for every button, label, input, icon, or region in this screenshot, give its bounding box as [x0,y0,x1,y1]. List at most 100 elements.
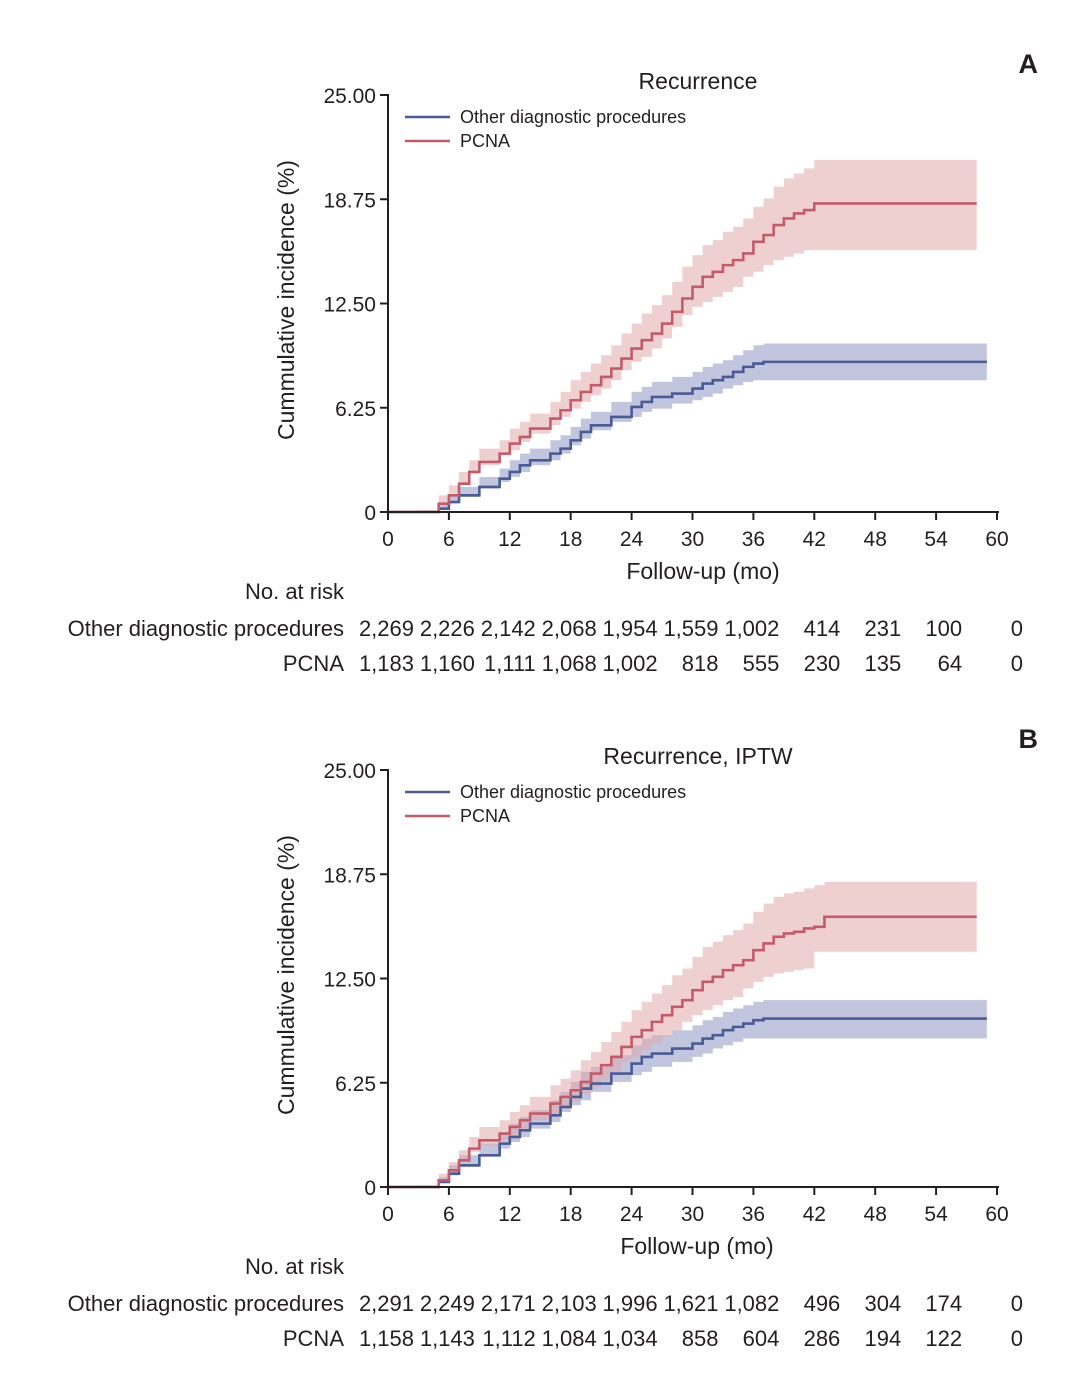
at-risk-value: 122 [925,1326,962,1351]
at-risk-value: 230 [804,651,841,676]
at-risk-row-label-pcna: PCNA [283,651,344,676]
x-tick-label: 24 [620,1203,644,1226]
at-risk-value: 1,559 [663,616,718,641]
at-risk-value: 1,111 [484,651,536,676]
y-tick-label: 0 [364,1177,376,1200]
series-line-other-diagnostic-procedures [388,1017,987,1189]
ci-band-other-diagnostic-procedures [388,1000,987,1187]
series-line-pcna [388,915,977,1189]
x-tick-label: 24 [620,528,644,551]
x-tick-label: 48 [864,1203,887,1226]
ci-band-pcna [388,881,977,1187]
panel-a-series-lines [388,202,987,514]
x-tick-label: 42 [803,528,826,551]
panel-a-legend: Other diagnostic procedures PCNA [405,107,686,151]
panel-a-chart: A Recurrence Cummulative incidence (%) F… [68,49,1038,676]
at-risk-value: 1,143 [420,1326,475,1351]
at-risk-row-label-other: Other diagnostic procedures [68,616,344,641]
at-risk-value: 2,171 [481,1291,536,1316]
at-risk-heading: No. at risk [245,579,345,604]
at-risk-value: 414 [804,616,841,641]
ci-band-pcna [388,160,977,512]
at-risk-value: 1,160 [420,651,475,676]
panel-a-x-axis-label: Follow-up (mo) [626,558,779,584]
x-tick-label: 30 [681,1203,704,1226]
x-tick-label: 42 [803,1203,826,1226]
y-tick-label: 12.50 [323,969,376,992]
at-risk-value: 135 [864,651,901,676]
ci-band-other-diagnostic-procedures [388,343,987,512]
at-risk-value: 2,103 [542,1291,597,1316]
y-tick-label: 25.00 [323,85,376,108]
at-risk-value: 1,954 [603,616,658,641]
panel-b-legend: Other diagnostic procedures PCNA [405,782,686,826]
at-risk-row-label-other: Other diagnostic procedures [68,1291,344,1316]
at-risk-value: 2,142 [481,616,536,641]
x-tick-label: 60 [985,1203,1008,1226]
y-tick-label: 18.75 [323,189,376,212]
panel-b-y-axis-label: Cummulative incidence (%) [273,835,299,1115]
x-tick-label: 48 [864,528,887,551]
at-risk-value: 818 [682,651,719,676]
series-line-pcna [388,202,977,514]
at-risk-value: 496 [804,1291,841,1316]
x-tick-label: 54 [924,1203,948,1226]
y-tick-label: 6.25 [335,398,376,421]
y-tick-label: 6.25 [335,1073,376,1096]
at-risk-heading: No. at risk [245,1254,345,1279]
at-risk-value: 1,112 [482,1326,535,1351]
legend-label-other-diagnostic-procedures: Other diagnostic procedures [460,782,686,802]
at-risk-value: 2,226 [420,616,475,641]
at-risk-value: 286 [804,1326,841,1351]
y-tick-label: 0 [364,502,376,525]
at-risk-value: 1,002 [603,651,658,676]
panel-a-title: Recurrence [639,68,758,94]
x-tick-label: 54 [924,528,948,551]
at-risk-value: 2,249 [420,1291,475,1316]
at-risk-value: 1,621 [663,1291,718,1316]
panel-b-confidence-bands [388,881,987,1187]
legend-label-pcna: PCNA [460,131,510,151]
panel-a-at-risk-values: 2,269 2,226 2,142 2,068 1,954 1,559 1,002 414 23… [359,616,1023,676]
at-risk-value: 1,082 [724,1291,779,1316]
at-risk-value: 555 [743,651,780,676]
x-tick-label: 36 [742,528,765,551]
panel-b-title: Recurrence, IPTW [603,743,792,769]
panel-b-at-risk-values: 2,291 2,249 2,171 2,103 1,996 1,621 1,082 496 30… [359,1291,1023,1351]
x-tick-label: 6 [443,528,455,551]
y-tick-label: 12.50 [323,294,376,317]
at-risk-value: 2,291 [359,1291,414,1316]
panel-a-y-axis-label: Cummulative incidence (%) [273,160,299,440]
x-tick-label: 60 [985,528,1008,551]
at-risk-value: 174 [925,1291,962,1316]
x-tick-label: 36 [742,1203,765,1226]
at-risk-value: 858 [682,1326,719,1351]
legend-label-pcna: PCNA [460,806,510,826]
panel-a-letter: A [1019,49,1039,79]
at-risk-value: 194 [864,1326,901,1351]
x-tick-label: 30 [681,528,704,551]
x-tick-label: 0 [382,1203,394,1226]
at-risk-row-label-pcna: PCNA [283,1326,344,1351]
at-risk-value: 1,996 [603,1291,658,1316]
at-risk-value: 1,084 [542,1326,597,1351]
at-risk-value: 1,068 [542,651,597,676]
at-risk-value: 2,269 [359,616,414,641]
at-risk-value: 64 [938,651,962,676]
at-risk-value: 1,002 [724,616,779,641]
x-tick-label: 6 [443,1203,455,1226]
x-tick-label: 12 [498,1203,521,1226]
panel-b-letter: B [1019,724,1039,754]
x-tick-label: 18 [559,528,582,551]
panel-a-axes: 0 6.25 12.50 18.75 25.00 0 6 12 18 24 30 36 42 48 54 60 [323,85,1008,551]
at-risk-value: 1,158 [359,1326,414,1351]
at-risk-value: 0 [1011,1326,1023,1351]
panel-a-confidence-bands [388,160,987,512]
panel-b-x-axis-label: Follow-up (mo) [620,1233,773,1259]
legend-label-other-diagnostic-procedures: Other diagnostic procedures [460,107,686,127]
panel-b-at-risk-table: No. at risk Other diagnostic procedures … [68,1254,1023,1351]
at-risk-value: 0 [1011,1291,1023,1316]
at-risk-value: 1,183 [359,651,414,676]
panel-b-series-lines [388,915,987,1189]
